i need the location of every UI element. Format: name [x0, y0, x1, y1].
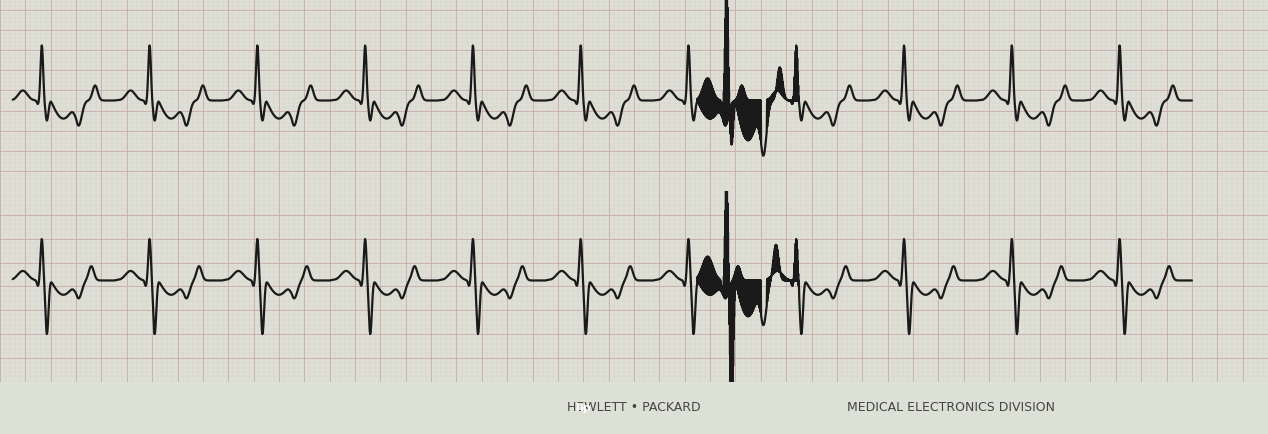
Text: MEDICAL ELECTRONICS DIVISION: MEDICAL ELECTRONICS DIVISION	[847, 401, 1055, 414]
Text: hp: hp	[576, 403, 591, 413]
Text: HEWLETT • PACKARD: HEWLETT • PACKARD	[567, 401, 701, 414]
